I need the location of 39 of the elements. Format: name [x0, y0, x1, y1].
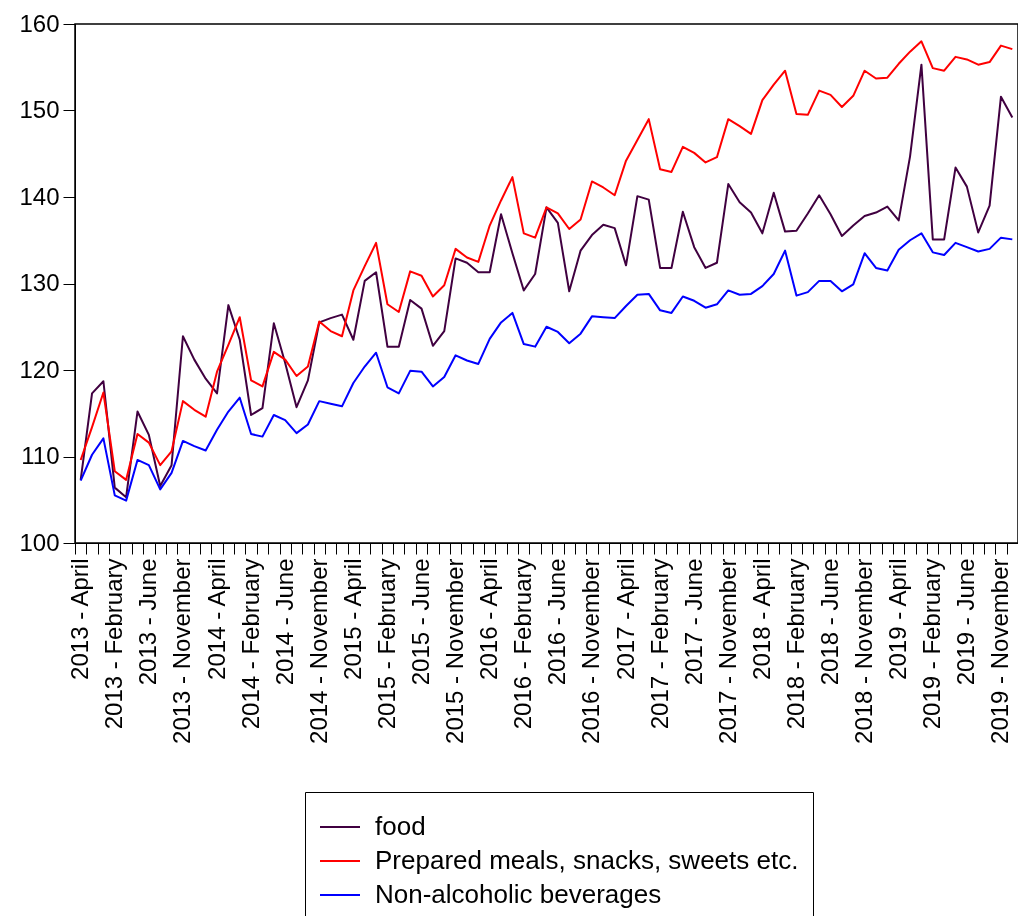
x-tick-label: 2014 - June — [270, 558, 298, 686]
x-tick-label: 2017 - November — [713, 558, 741, 744]
x-tick-label: 2019 - November — [986, 558, 1014, 744]
legend-label: Prepared meals, snacks, sweets etc. — [375, 845, 799, 875]
x-tick-label: 2014 - February — [236, 558, 264, 730]
x-tick-label: 2016 - November — [577, 558, 605, 744]
y-tick-label: 110 — [21, 442, 60, 469]
x-tick-label: 2017 - April — [611, 558, 639, 680]
x-tick-label: 2016 - April — [475, 558, 503, 680]
x-tick-label: 2016 - February — [509, 558, 537, 730]
x-tick-label: 2019 - June — [952, 558, 980, 686]
x-tick-label: 2015 - February — [372, 558, 400, 730]
x-tick-label: 2015 - November — [441, 558, 469, 744]
y-tick-label: 130 — [19, 269, 60, 296]
x-tick-label: 2013 - April — [66, 558, 94, 680]
x-tick-label: 2018 - June — [816, 558, 844, 686]
x-tick-label: 2013 - June — [134, 558, 162, 686]
line-series — [79, 232, 1014, 502]
x-tick-label: 2019 - April — [884, 558, 912, 680]
y-tick-label: 120 — [19, 355, 60, 383]
x-tick-label: 2014 - April — [202, 558, 230, 680]
y-tick-label: 100 — [19, 528, 60, 556]
x-tick-label: 2013 - November — [168, 558, 196, 744]
x-tick-label: 2015 - June — [407, 558, 435, 686]
x-tick-label: 2013 - February — [100, 558, 128, 730]
x-tick-label: 2018 - November — [850, 558, 878, 744]
y-tick-label: 150 — [19, 96, 60, 123]
x-tick-label: 2019 - February — [918, 558, 946, 730]
x-tick-label: 2017 - June — [679, 558, 707, 686]
legend-label: Non-alcoholic beverages — [375, 879, 662, 909]
x-tick-label: 2015 - April — [338, 558, 366, 680]
x-tick-label: 2017 - February — [645, 558, 673, 730]
y-tick-label: 160 — [19, 9, 60, 37]
x-tick-label: 2018 - April — [747, 558, 775, 680]
y-tick-label: 140 — [19, 182, 60, 210]
legend-label: food — [375, 811, 426, 841]
x-tick-label: 2016 - June — [543, 558, 571, 686]
x-tick-label: 2018 - February — [781, 558, 809, 730]
x-tick-label: 2014 - November — [304, 558, 332, 744]
